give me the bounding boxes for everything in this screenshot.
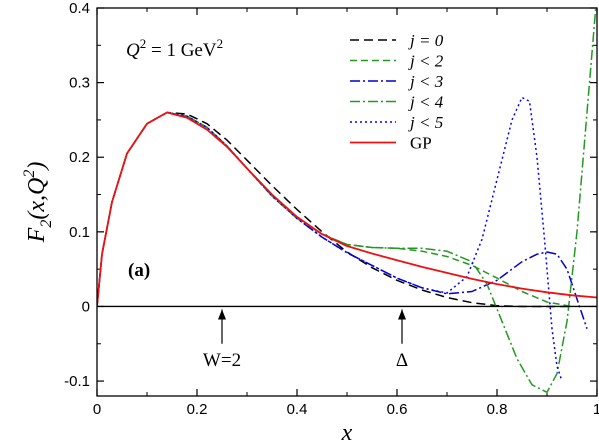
x-axis-label: x (341, 420, 353, 443)
y-tick-labels: -0.1 0 0.1 0.2 0.3 0.4 (64, 0, 90, 390)
q2-q: Q (126, 40, 140, 61)
x-tick-label: 0.4 (287, 401, 308, 418)
y-label-sub: 2 (38, 220, 55, 228)
y-ticks (97, 7, 597, 382)
legend-label-3: j < 4 (408, 93, 444, 112)
x-tick-label: 0.6 (387, 401, 408, 418)
legend: j = 0 j < 2j < 3 j < 4j < 5 GP (350, 31, 444, 153)
legend-label-0: j = 0 (408, 31, 444, 50)
q2-rest: = 1 GeV (146, 40, 217, 61)
x-tick-label: 0.8 (487, 401, 508, 418)
x-tick-label: 0.2 (187, 401, 208, 418)
y-tick-label: 0 (82, 298, 90, 315)
legend-label-2: j < 3 (408, 72, 443, 91)
series-line-5 (97, 111, 597, 307)
x-tick-labels: 0 0.2 0.4 0.6 0.8 1 (93, 401, 599, 418)
y-tick-label: 0.4 (69, 0, 90, 17)
annotations: W=2 Δ (203, 309, 408, 371)
series-line-4 (97, 96, 563, 382)
x-tick-label: 1 (593, 401, 599, 418)
q2-sup: 2 (140, 36, 147, 51)
y-tick-label: -0.1 (64, 373, 90, 390)
y-tick-label: 0.1 (69, 224, 90, 241)
y-label-close: ) (24, 162, 50, 172)
y-axis-label: F2(x,Q2) (21, 162, 55, 244)
annotation-label-0: W=2 (203, 350, 241, 371)
y-tick-label: 0.3 (69, 75, 90, 92)
legend-label-5: GP (410, 134, 432, 153)
annotation-label-1: Δ (396, 350, 408, 371)
y-label-sup: 2 (21, 170, 38, 178)
x-tick-label: 0 (93, 401, 101, 418)
legend-label-1: j < 2 (408, 52, 444, 71)
annotation-arrow-head (398, 309, 406, 320)
plot-frame (96, 7, 598, 397)
y-tick-label: 0.2 (69, 149, 90, 166)
q2-sup2: 2 (217, 36, 224, 51)
panel-label: (a) (128, 260, 150, 281)
q2-annotation: Q2 = 1 GeV2 (126, 36, 223, 61)
y-label-main: F (24, 227, 50, 243)
annotation-arrow-head (218, 309, 226, 320)
legend-label-4: j < 5 (408, 113, 443, 132)
x-ticks (96, 8, 598, 396)
series-line-0 (97, 111, 572, 308)
series-layer (97, 8, 597, 394)
series-line-2 (97, 111, 588, 330)
y-label-open: (x,Q (24, 178, 50, 220)
